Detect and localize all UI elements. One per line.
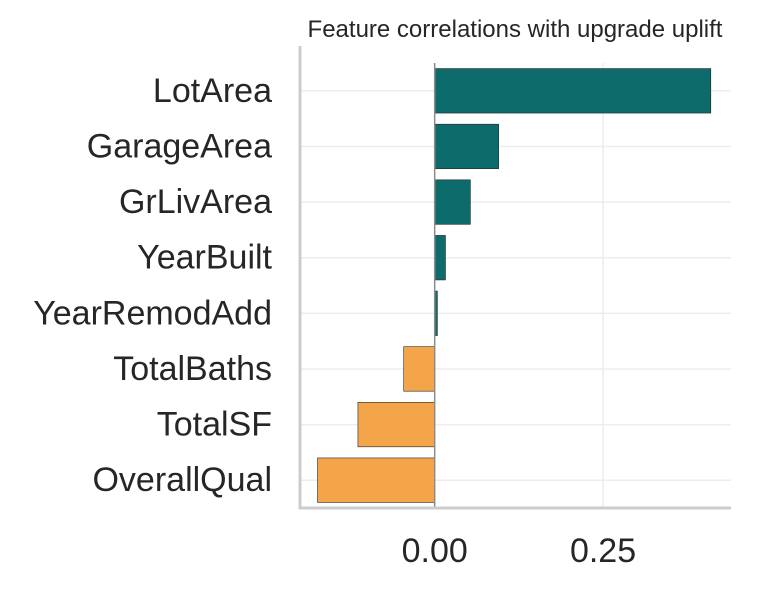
bar-totalbaths bbox=[403, 346, 435, 392]
bar-garagearea bbox=[434, 123, 499, 169]
y-tick-labels: LotArea GarageArea GrLivArea YearBuilt YearR… bbox=[33, 72, 272, 499]
axes-layer bbox=[298, 46, 731, 510]
y-tick-label: YearBuilt bbox=[137, 239, 272, 277]
y-tick-label: OverallQual bbox=[92, 461, 272, 499]
chart-title: Feature correlations with upgrade uplift bbox=[308, 16, 723, 43]
y-tick-label: YearRemodAdd bbox=[33, 294, 272, 332]
x-tick-label: 0.25 bbox=[570, 532, 636, 570]
x-tick-labels: 0.00 0.25 bbox=[402, 532, 637, 570]
bars-layer bbox=[317, 68, 712, 503]
y-tick-label: GarageArea bbox=[87, 127, 272, 165]
y-tick-label: TotalBaths bbox=[113, 350, 272, 388]
bar-lotarea bbox=[434, 68, 712, 114]
y-tick-label: TotalSF bbox=[157, 406, 272, 444]
bar-overallqual bbox=[317, 457, 435, 503]
x-tick-label: 0.00 bbox=[402, 532, 468, 570]
y-tick-label: LotArea bbox=[153, 72, 272, 110]
bar-grlivarea bbox=[434, 179, 471, 225]
y-tick-label: GrLivArea bbox=[119, 183, 272, 221]
bar-totalsf bbox=[357, 402, 435, 448]
bar-yearbuilt bbox=[434, 235, 446, 281]
